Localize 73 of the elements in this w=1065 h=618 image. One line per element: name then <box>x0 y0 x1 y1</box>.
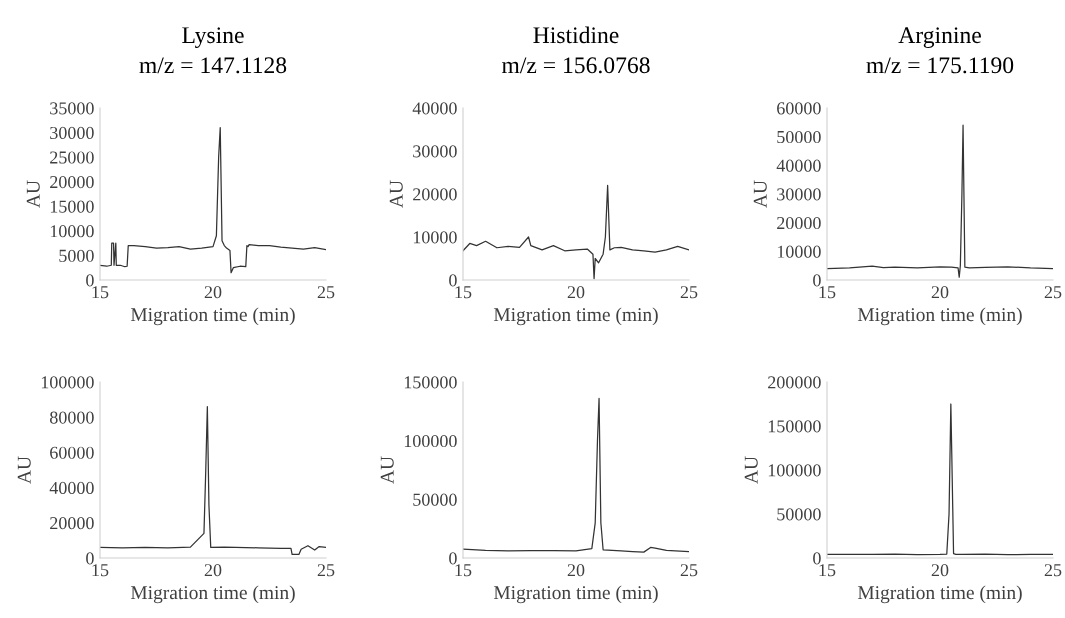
y-tick-label: 10000 <box>50 225 94 238</box>
chart-subtitle: m/z = 175.1190 <box>866 57 1014 74</box>
y-tick-label: 60000 <box>777 102 821 115</box>
x-tick-label: 20 <box>567 286 585 299</box>
y-axis-title: AU <box>389 180 403 208</box>
y-tick-label: 30000 <box>413 145 457 158</box>
x-tick-label: 20 <box>931 286 949 299</box>
y-tick-label: 0 <box>449 274 457 287</box>
y-tick-label: 30000 <box>50 126 94 140</box>
line-series <box>463 397 689 553</box>
x-tick-label: 20 <box>204 564 222 577</box>
y-axis-title: AU <box>17 456 31 484</box>
y-tick-label: 50000 <box>777 130 821 144</box>
x-tick-label: 25 <box>317 286 335 299</box>
chart-subtitle: m/z = 147.1128 <box>139 57 287 74</box>
chart-subtitle: m/z = 156.0768 <box>501 57 650 74</box>
y-tick-label: 25000 <box>50 151 94 164</box>
y-tick-label: 100000 <box>404 434 457 448</box>
y-tick-label: 200000 <box>768 376 821 389</box>
x-axis-title: Migration time (min) <box>857 307 1022 326</box>
y-tick-label: 50000 <box>413 493 457 506</box>
chart-title: Lysine <box>182 27 244 48</box>
x-tick-label: 25 <box>317 564 335 577</box>
y-tick-label: 5000 <box>59 249 94 262</box>
y-tick-label: 30000 <box>777 188 821 201</box>
x-tick-label: 20 <box>567 564 585 577</box>
x-tick-label: 20 <box>931 564 949 577</box>
y-tick-label: 0 <box>813 552 821 565</box>
y-tick-label: 100000 <box>768 464 821 477</box>
y-tick-label: 20000 <box>777 216 821 230</box>
y-tick-label: 80000 <box>49 411 94 424</box>
y-tick-label: 10000 <box>413 231 457 244</box>
y-tick-label: 0 <box>449 552 457 565</box>
x-axis-title: Migration time (min) <box>130 585 295 604</box>
x-tick-label: 15 <box>819 286 836 299</box>
x-tick-label: 25 <box>680 564 698 577</box>
chart-title: Histidine <box>533 26 619 44</box>
y-tick-label: 20000 <box>413 188 457 201</box>
y-tick-label: 150000 <box>404 376 457 389</box>
x-tick-label: 25 <box>1044 286 1062 299</box>
x-tick-label: 15 <box>455 564 472 577</box>
y-tick-label: 40000 <box>776 159 821 172</box>
y-tick-label: 150000 <box>768 420 821 433</box>
y-tick-label: 20000 <box>50 175 94 189</box>
x-tick-label: 20 <box>204 286 222 299</box>
x-axis-title: Migration time (min) <box>130 307 295 326</box>
x-axis-title: Migration time (min) <box>493 307 658 326</box>
y-axis-title: AU <box>744 456 758 484</box>
x-axis-title: Migration time (min) <box>857 585 1022 604</box>
y-tick-label: 35000 <box>50 102 94 115</box>
y-axis-title: AU <box>380 456 394 484</box>
y-tick-label: 60000 <box>50 446 94 459</box>
y-tick-label: 0 <box>813 274 821 287</box>
y-tick-label: 40000 <box>49 481 94 495</box>
y-tick-label: 20000 <box>50 517 94 530</box>
y-axis-title: AU <box>26 180 40 208</box>
x-tick-label: 15 <box>819 564 836 577</box>
y-tick-label: 0 <box>86 552 94 565</box>
x-tick-label: 15 <box>455 286 472 299</box>
x-axis-title: Migration time (min) <box>493 585 658 604</box>
y-tick-label: 100000 <box>41 376 94 389</box>
x-tick-label: 15 <box>92 564 109 577</box>
y-tick-label: 0 <box>86 274 94 287</box>
y-tick-label: 50000 <box>777 508 821 521</box>
x-tick-label: 25 <box>1044 564 1062 577</box>
x-tick-label: 15 <box>92 286 109 299</box>
y-tick-label: 10000 <box>777 245 821 258</box>
line-series <box>100 127 326 274</box>
x-tick-label: 25 <box>680 286 698 299</box>
chart-title: Arginine <box>898 27 981 48</box>
y-axis-title: AU <box>753 180 767 208</box>
y-tick-label: 15000 <box>50 200 94 213</box>
y-tick-label: 40000 <box>412 102 457 115</box>
